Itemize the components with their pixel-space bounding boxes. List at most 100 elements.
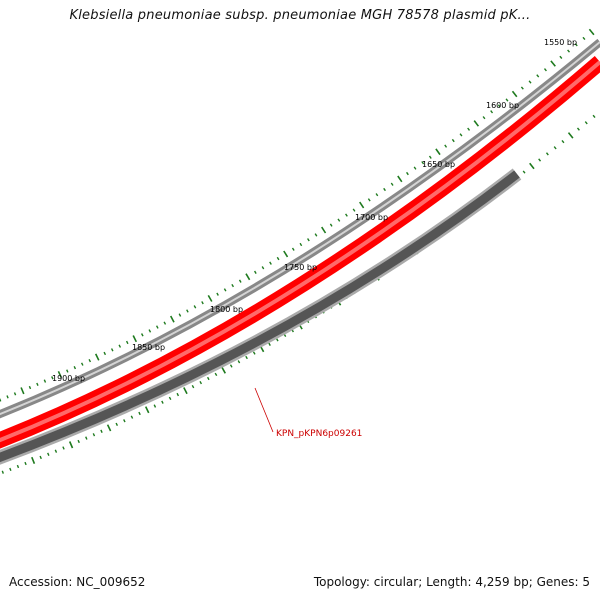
- inner-major-tick: [221, 366, 226, 374]
- outer-minor-tick: [505, 98, 509, 102]
- outer-minor-tick: [528, 80, 532, 84]
- outer-minor-tick: [413, 166, 417, 170]
- outer-minor-tick: [178, 313, 182, 317]
- inner-minor-tick: [206, 376, 210, 381]
- gene-forward-band-highlight: [0, 60, 600, 443]
- outer-minor-tick: [520, 86, 524, 90]
- inner-minor-tick: [115, 422, 119, 427]
- outer-minor-tick: [28, 385, 32, 390]
- outer-minor-tick: [299, 242, 303, 247]
- tick-label-1750: 1750 bp: [284, 263, 317, 272]
- outer-minor-tick: [406, 171, 409, 176]
- inner-major-tick: [31, 456, 36, 464]
- inner-minor-tick: [92, 433, 96, 437]
- inner-minor-tick: [191, 384, 195, 389]
- outer-minor-tick: [490, 110, 494, 114]
- outer-minor-tick: [451, 138, 455, 143]
- outer-minor-tick: [155, 325, 159, 329]
- outer-minor-tick: [444, 144, 448, 148]
- outer-minor-tick: [428, 155, 432, 159]
- outer-major-tick: [473, 120, 480, 127]
- outer-minor-tick: [193, 305, 197, 309]
- outer-minor-tick: [163, 321, 167, 325]
- outer-minor-tick: [421, 161, 425, 165]
- outer-major-tick: [207, 295, 213, 302]
- outer-minor-tick: [367, 198, 371, 202]
- outer-major-tick: [283, 250, 289, 258]
- inner-major-tick: [529, 162, 535, 170]
- tick-label-1850: 1850 bp: [132, 343, 165, 352]
- outer-minor-tick: [337, 218, 341, 222]
- outer-minor-tick: [110, 348, 114, 352]
- outer-minor-tick: [201, 301, 204, 305]
- outer-major-tick: [321, 226, 327, 234]
- outer-minor-tick: [148, 329, 152, 333]
- outer-minor-tick: [43, 379, 47, 383]
- inner-minor-tick: [54, 449, 58, 453]
- outer-major-tick: [550, 60, 556, 67]
- outer-minor-tick: [36, 382, 39, 386]
- outer-minor-tick: [543, 68, 547, 72]
- inner-major-tick: [68, 441, 74, 449]
- outer-minor-tick: [582, 36, 586, 41]
- inner-major-tick: [567, 132, 574, 139]
- inner-minor-tick: [176, 392, 180, 397]
- outer-major-tick: [511, 90, 518, 98]
- outer-major-tick: [132, 335, 138, 343]
- inner-minor-tick: [245, 355, 248, 360]
- outer-minor-tick: [497, 104, 501, 108]
- inner-minor-tick: [576, 127, 580, 131]
- outer-minor-tick: [231, 283, 235, 288]
- inner-minor-tick: [268, 342, 271, 346]
- inner-minor-tick: [9, 467, 12, 472]
- outer-minor-tick: [80, 362, 84, 366]
- gene-forward-band[interactable]: [0, 55, 600, 449]
- outer-minor-tick: [559, 55, 563, 59]
- outer-minor-tick: [536, 74, 540, 78]
- inner-minor-tick: [584, 121, 588, 125]
- outer-minor-tick: [390, 182, 394, 186]
- outer-minor-tick: [291, 247, 295, 251]
- outer-major-tick: [20, 387, 25, 395]
- inner-minor-tick: [47, 452, 50, 456]
- outer-minor-tick: [574, 43, 578, 47]
- outer-minor-tick: [140, 333, 144, 337]
- outer-minor-tick: [51, 376, 54, 380]
- inner-minor-tick: [199, 380, 203, 385]
- inner-minor-tick: [538, 158, 542, 162]
- inner-minor-tick: [522, 170, 526, 174]
- outer-minor-tick: [13, 392, 17, 396]
- outer-minor-tick: [345, 213, 348, 217]
- outer-minor-tick: [269, 261, 272, 265]
- outer-minor-tick: [307, 238, 310, 242]
- inner-minor-tick: [168, 396, 172, 401]
- inner-minor-tick: [553, 146, 557, 150]
- outer-minor-tick: [329, 223, 333, 227]
- inner-minor-tick: [130, 415, 134, 419]
- inner-minor-tick: [545, 152, 549, 156]
- outer-minor-tick: [66, 369, 69, 373]
- outer-minor-tick: [103, 351, 107, 356]
- outer-major-tick: [588, 28, 595, 36]
- accession-text: Accession: NC_009652: [9, 575, 146, 589]
- gene-label-KPN_pKPN6p09261[interactable]: KPN_pKPN6p09261: [276, 429, 362, 439]
- outer-minor-tick: [125, 340, 129, 345]
- outer-minor-tick: [261, 266, 265, 270]
- inner-minor-tick: [252, 351, 256, 355]
- outer-minor-tick: [186, 309, 189, 313]
- outer-minor-tick: [314, 233, 318, 237]
- inner-minor-tick: [214, 372, 218, 377]
- gene-KPN_pKPN6p09261-band-inner: [0, 170, 520, 463]
- inner-minor-tick: [138, 411, 141, 416]
- outer-minor-tick: [216, 292, 219, 296]
- outer-major-tick: [94, 353, 100, 361]
- outer-minor-tick: [223, 288, 227, 292]
- gene-label-leader-line: [254, 387, 274, 433]
- outer-minor-tick: [375, 193, 379, 197]
- outer-minor-tick: [276, 256, 280, 261]
- tick-label-1650: 1650 bp: [422, 160, 455, 169]
- tick-label-1900: 1900 bp: [52, 374, 85, 383]
- inner-minor-tick: [77, 439, 80, 444]
